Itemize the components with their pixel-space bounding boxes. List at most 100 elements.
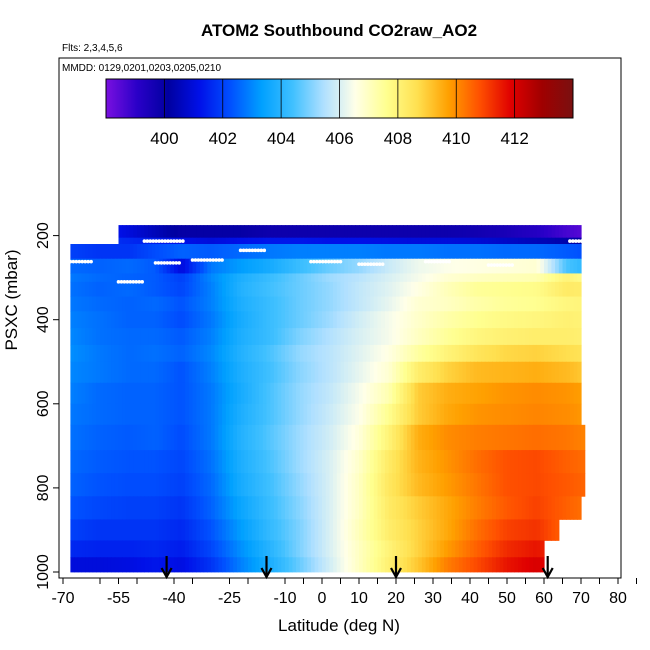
heatmap-cell (473, 473, 478, 497)
heatmap-cell (174, 557, 179, 573)
heatmap-cell (177, 273, 182, 283)
heatmap-cell (410, 296, 416, 312)
heatmap-cell (148, 258, 153, 274)
heatmap-cell (225, 281, 231, 297)
heatmap-cell (148, 273, 153, 283)
heatmap-cell (310, 382, 316, 405)
heatmap-cell (359, 519, 364, 541)
heatmap-cell (529, 328, 534, 346)
heatmap-cell (140, 557, 145, 573)
heatmap-cell (484, 344, 490, 363)
heatmap-cell (525, 328, 530, 346)
heatmap-cell (129, 519, 134, 541)
heatmap-cell (429, 361, 434, 384)
track-point (244, 248, 249, 253)
heatmap-cell (244, 519, 249, 541)
heatmap-cell (329, 557, 334, 573)
heatmap-cell (410, 473, 416, 497)
heatmap-cell (292, 328, 297, 346)
heatmap-cell (151, 344, 157, 363)
heatmap-cell (381, 225, 386, 239)
heatmap-cell (484, 473, 490, 497)
heatmap-cell (377, 361, 382, 384)
heatmap-cell (70, 540, 75, 558)
heatmap-cell (118, 328, 123, 346)
heatmap-cell (114, 311, 120, 329)
heatmap-cell (166, 473, 171, 497)
heatmap-cell (281, 519, 286, 541)
heatmap-cell (366, 424, 371, 451)
heatmap-cell (569, 311, 575, 329)
heatmap-cell (214, 450, 219, 474)
heatmap-cell (211, 557, 216, 573)
heatmap-cell (185, 557, 190, 573)
heatmap-cell (340, 344, 345, 363)
heatmap-cell (296, 382, 301, 405)
heatmap-cell (218, 540, 223, 558)
heatmap-cell (192, 424, 197, 451)
heatmap-cell (144, 382, 149, 405)
heatmap-cell (174, 540, 179, 558)
heatmap-cell (103, 382, 108, 405)
heatmap-cell (273, 540, 279, 558)
heatmap-cell (159, 281, 164, 297)
heatmap-cell (233, 281, 238, 297)
heatmap-cell (536, 225, 541, 239)
heatmap-cell (85, 328, 90, 346)
heatmap-cell (233, 244, 238, 260)
heatmap-cell (203, 258, 208, 274)
heatmap-cell (114, 244, 120, 260)
track-point (326, 259, 331, 264)
heatmap-cell (137, 540, 142, 558)
heatmap-cell (362, 281, 367, 297)
heatmap-cell (333, 450, 338, 474)
heatmap-cell (310, 557, 316, 573)
heatmap-cell (248, 328, 253, 346)
heatmap-cell (262, 281, 268, 297)
heatmap-cell (381, 557, 386, 573)
heatmap-cell (111, 496, 116, 520)
heatmap-cell (529, 557, 534, 573)
heatmap-cell (536, 424, 541, 451)
heatmap-cell (514, 237, 519, 245)
heatmap-cell (96, 424, 101, 451)
heatmap-cell (118, 403, 123, 426)
heatmap-cell (355, 403, 360, 426)
heatmap-cell (103, 311, 108, 329)
heatmap-cell (262, 496, 268, 520)
heatmap-cell (421, 244, 427, 260)
heatmap-cell (214, 540, 219, 558)
heatmap-cell (322, 311, 327, 329)
heatmap-cell (170, 361, 175, 384)
track-point (486, 263, 491, 267)
heatmap-cell (314, 424, 319, 451)
heatmap-cell (240, 424, 245, 451)
heatmap-cell (507, 403, 512, 426)
heatmap-cell (288, 424, 293, 451)
heatmap-cell (259, 225, 264, 239)
heatmap-cell (322, 424, 327, 451)
heatmap-cell (433, 273, 438, 283)
heatmap-cell (322, 540, 327, 558)
heatmap-cell (418, 450, 423, 474)
heatmap-cell (521, 519, 527, 541)
heatmap-cell (499, 237, 504, 245)
heatmap-cell (577, 273, 582, 283)
heatmap-cell (425, 225, 430, 239)
heatmap-cell (318, 496, 323, 520)
heatmap-cell (288, 273, 293, 283)
heatmap-cell (555, 450, 560, 474)
heatmap-cell (333, 403, 338, 426)
heatmap-cell (510, 403, 515, 426)
heatmap-cell (399, 237, 404, 245)
heatmap-cell (455, 244, 460, 260)
heatmap-cell (499, 273, 504, 283)
heatmap-cell (347, 281, 353, 297)
heatmap-cell (322, 225, 327, 239)
heatmap-cell (111, 403, 116, 426)
heatmap-cell (573, 328, 578, 346)
heatmap-cell (551, 311, 556, 329)
heatmap-cell (481, 244, 486, 260)
heatmap-cell (96, 328, 101, 346)
heatmap-cell (118, 382, 123, 405)
